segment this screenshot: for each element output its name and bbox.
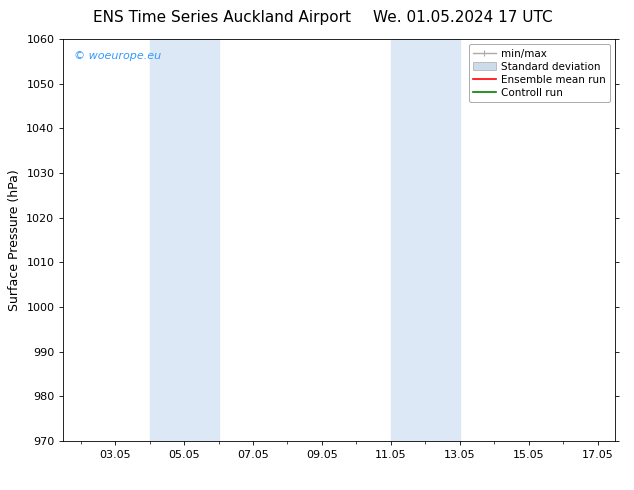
- Bar: [391, 39, 460, 441]
- Y-axis label: Surface Pressure (hPa): Surface Pressure (hPa): [8, 169, 21, 311]
- Legend: min/max, Standard deviation, Ensemble mean run, Controll run: min/max, Standard deviation, Ensemble me…: [469, 45, 610, 102]
- Text: We. 01.05.2024 17 UTC: We. 01.05.2024 17 UTC: [373, 10, 553, 25]
- Text: ENS Time Series Auckland Airport: ENS Time Series Auckland Airport: [93, 10, 351, 25]
- Text: © woeurope.eu: © woeurope.eu: [74, 51, 162, 61]
- Bar: [150, 39, 219, 441]
